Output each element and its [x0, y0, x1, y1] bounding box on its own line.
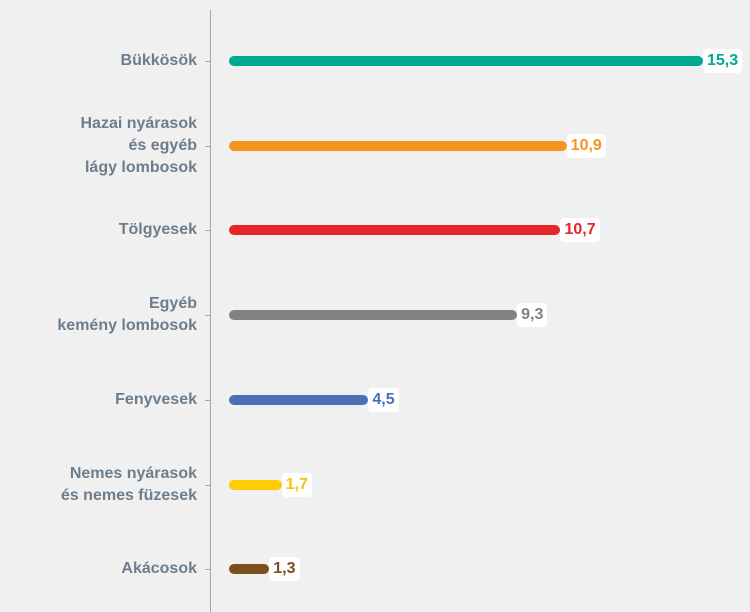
bar [229, 225, 561, 236]
category-label: Akácosok [121, 560, 197, 578]
axis-line [210, 10, 211, 612]
value-label: 1,3 [269, 557, 300, 582]
value-label: 15,3 [703, 49, 743, 73]
value-label: 10,7 [560, 218, 600, 243]
tick-mark [205, 61, 210, 62]
bar [229, 564, 270, 575]
tick-mark [205, 315, 210, 317]
tick-mark [205, 569, 210, 571]
value-label: 10,9 [566, 133, 606, 158]
tick-mark [205, 399, 210, 401]
tick-mark [205, 484, 210, 486]
bar [229, 56, 703, 66]
tick-mark [205, 230, 210, 232]
bar [229, 310, 518, 321]
category-label: Egyéb kemény lombosok [57, 295, 197, 335]
value-label: 4,5 [368, 387, 399, 412]
category-label: Bükkösök [120, 52, 197, 69]
category-label: Fenyvesek [115, 390, 197, 408]
bar [229, 140, 567, 151]
tick-mark [205, 145, 210, 147]
bar [229, 394, 369, 405]
value-label: 1,7 [281, 472, 312, 497]
category-label: Nemes nyárasok és nemes füzesek [60, 464, 197, 504]
category-label: Tölgyesek [118, 221, 197, 239]
value-label: 9,3 [517, 303, 548, 328]
category-label: Hazai nyárasok és egyéb lágy lombosok [80, 114, 197, 176]
bar [229, 479, 282, 490]
